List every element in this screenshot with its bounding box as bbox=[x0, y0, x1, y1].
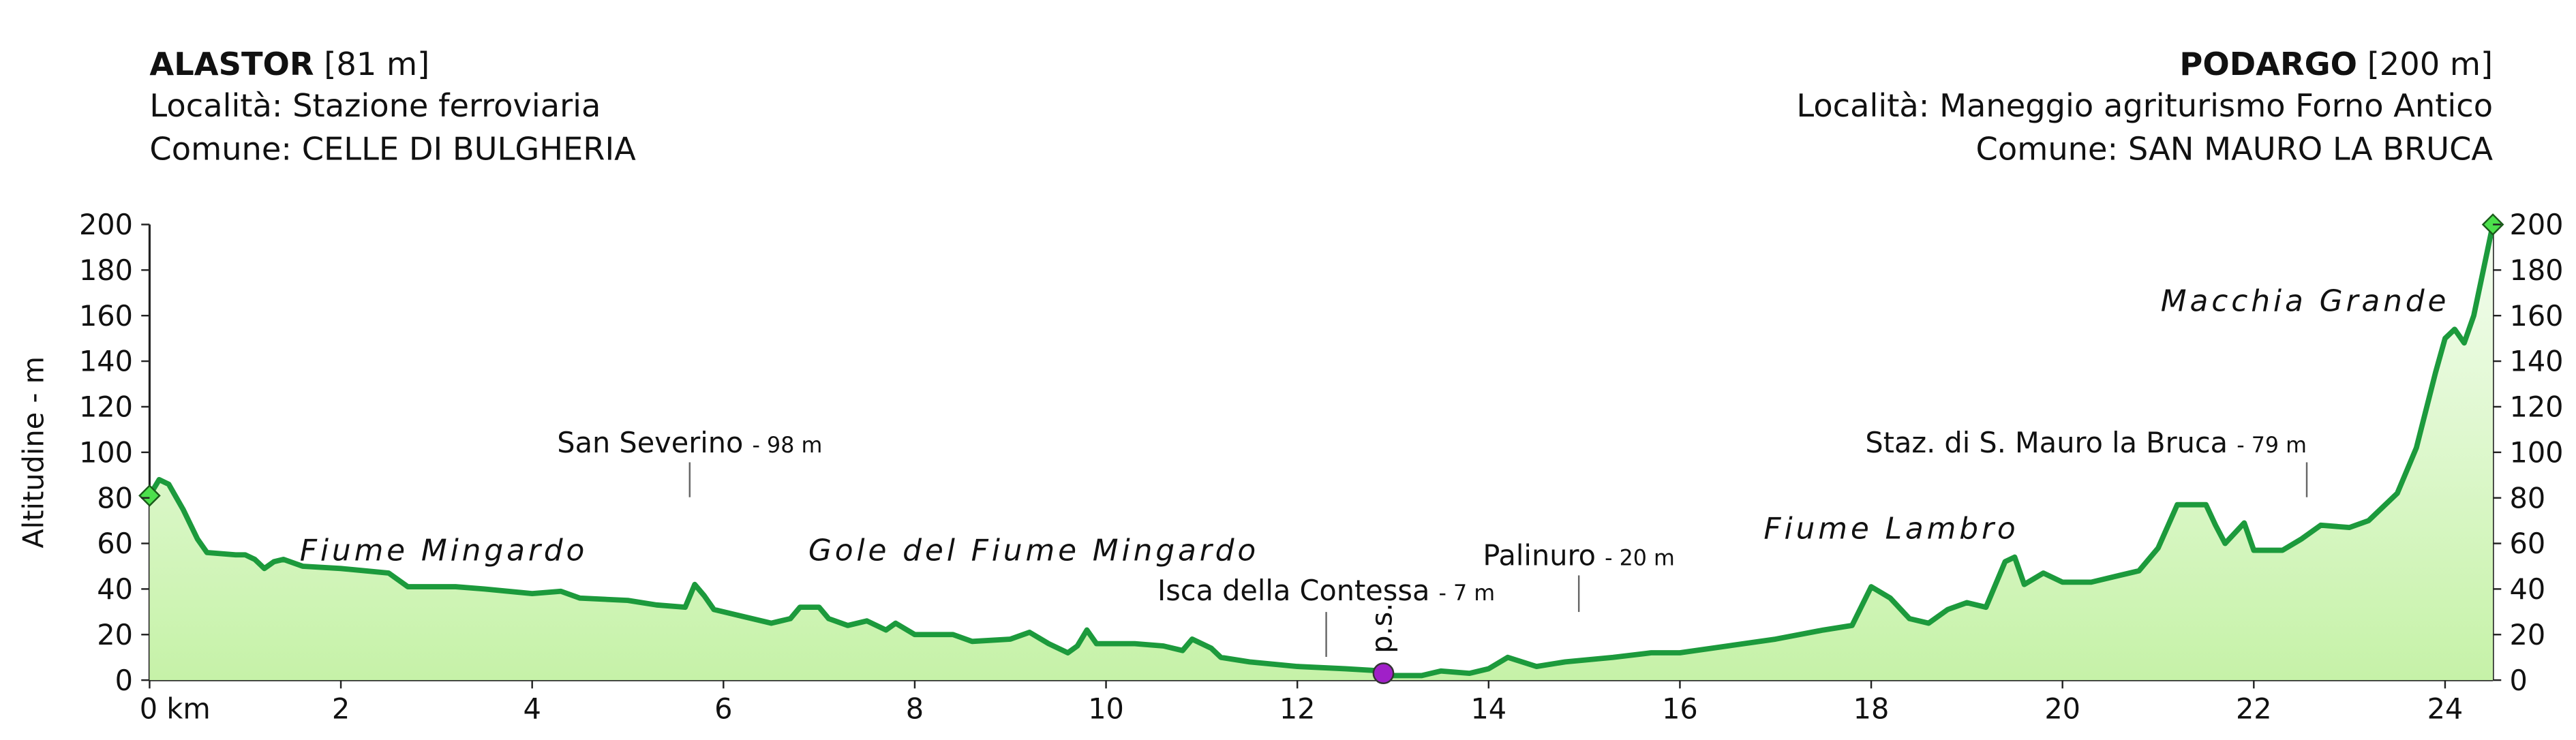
start-elevation: [81 m] bbox=[324, 46, 429, 82]
profile-line bbox=[147, 223, 2496, 679]
y2-tick-label: 60 bbox=[2509, 527, 2545, 560]
area-label: Gole del Fiume Mingardo bbox=[808, 533, 1259, 568]
start-comune: Comune: CELLE DI BULGHERIA bbox=[149, 130, 636, 167]
x-tick-label: 4 bbox=[523, 692, 541, 725]
y-tick-label: 100 bbox=[79, 436, 133, 469]
x-tick-label: 24 bbox=[2427, 692, 2464, 725]
x-tick-label: 16 bbox=[1662, 692, 1698, 725]
y-tick-label: 20 bbox=[97, 619, 133, 651]
y2-tick-label: 20 bbox=[2509, 619, 2545, 651]
place-note: - 20 m bbox=[1605, 546, 1675, 571]
start-header: ALASTOR [81 m] bbox=[149, 46, 429, 82]
area-label: Fiume Lambro bbox=[1763, 512, 2018, 546]
x-tick-label: 0 km bbox=[140, 692, 211, 725]
place-name: Staz. di S. Mauro la Bruca bbox=[1865, 427, 2228, 459]
y2-tick-label: 160 bbox=[2509, 300, 2563, 333]
place-name: Palinuro bbox=[1483, 540, 1596, 572]
x-tick-label: 22 bbox=[2236, 692, 2272, 725]
end-locality: Località: Maneggio agriturismo Forno Ant… bbox=[1796, 87, 2493, 124]
start-locality: Località: Stazione ferroviaria bbox=[149, 87, 601, 124]
x-tick-label: 20 bbox=[2044, 692, 2080, 725]
point-marker bbox=[1372, 662, 1395, 684]
place-label: Isca della Contessa - 7 m bbox=[1157, 574, 1495, 607]
x-tick-label: 2 bbox=[332, 692, 350, 725]
start-name: ALASTOR bbox=[149, 46, 314, 82]
y-tick-label: 0 bbox=[115, 664, 133, 697]
y-tick-label: 120 bbox=[79, 391, 133, 424]
x-tick-label: 10 bbox=[1088, 692, 1124, 725]
y-tick-label: 160 bbox=[79, 300, 133, 333]
x-tick-label: 8 bbox=[906, 692, 924, 725]
y2-tick-label: 120 bbox=[2509, 391, 2563, 424]
place-note: - 7 m bbox=[1439, 581, 1496, 606]
y-axis-label: Altitudine - m bbox=[17, 356, 50, 549]
area-label: Fiume Mingardo bbox=[300, 533, 588, 568]
x-tick-label: 14 bbox=[1470, 692, 1506, 725]
end-elevation: [200 m] bbox=[2367, 46, 2493, 82]
y2-tick-label: 200 bbox=[2509, 209, 2563, 241]
y-tick-label: 140 bbox=[79, 345, 133, 378]
y2-tick-label: 140 bbox=[2509, 345, 2563, 378]
end-comune: Comune: SAN MAURO LA BRUCA bbox=[1976, 130, 2494, 167]
y-tick-label: 60 bbox=[97, 527, 133, 560]
x-tick-label: 18 bbox=[1853, 692, 1890, 725]
y-tick-label: 40 bbox=[97, 573, 133, 606]
place-label: Palinuro - 20 m bbox=[1483, 540, 1675, 572]
place-label: San Severino - 98 m bbox=[557, 427, 822, 459]
y-tick-label: 180 bbox=[79, 254, 133, 287]
place-name: Isca della Contessa bbox=[1157, 574, 1429, 607]
x-tick-label: 6 bbox=[714, 692, 732, 725]
y2-tick-label: 80 bbox=[2509, 482, 2545, 514]
y2-tick-label: 180 bbox=[2509, 254, 2563, 287]
place-note: - 98 m bbox=[753, 433, 823, 458]
y-tick-label: 80 bbox=[97, 482, 133, 514]
place-name: San Severino bbox=[557, 427, 743, 459]
x-tick-label: 12 bbox=[1279, 692, 1316, 725]
end-name: PODARGO bbox=[2179, 46, 2357, 82]
area-label: Macchia Grande bbox=[2161, 283, 2450, 318]
endpoint-marker bbox=[138, 484, 161, 507]
y2-tick-label: 100 bbox=[2509, 436, 2563, 469]
y2-tick-label: 0 bbox=[2509, 664, 2527, 697]
place-label: Staz. di S. Mauro la Bruca - 79 m bbox=[1865, 427, 2307, 459]
y-tick-label: 200 bbox=[79, 209, 133, 241]
point-label: p.s. bbox=[1366, 603, 1399, 653]
end-header: PODARGO [200 m] bbox=[2179, 46, 2493, 82]
place-note: - 79 m bbox=[2237, 433, 2307, 458]
y2-tick-label: 40 bbox=[2509, 573, 2545, 606]
area-fill bbox=[149, 224, 2494, 681]
